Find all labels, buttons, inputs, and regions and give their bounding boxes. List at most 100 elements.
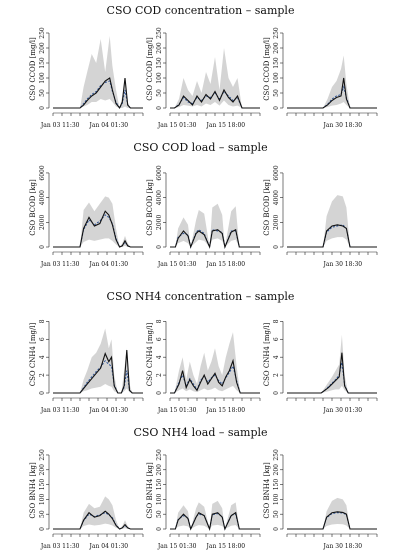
x-tick-label: Jan 30 18:30 xyxy=(323,543,363,550)
observed-series-line xyxy=(53,349,143,394)
x-tick-label: Jan 30 01:30 xyxy=(323,407,363,414)
uncertainty-band xyxy=(287,497,377,529)
y-tick-label: 0 xyxy=(156,527,163,531)
x-tick-label: Jan 15 18:00 xyxy=(206,261,246,268)
y-tick-label: 150 xyxy=(39,479,46,491)
y-tick-label: 250 xyxy=(273,449,280,461)
observed-series-line xyxy=(170,88,260,109)
chart-title: CSO COD load – sample xyxy=(133,141,267,154)
uncertainty-band xyxy=(287,55,377,108)
y-axis-label: CSO CNH4 [mg/l] xyxy=(146,322,154,386)
y-axis-label: CSO CNH4 [mg/l] xyxy=(263,322,271,386)
observed-series-line xyxy=(170,358,260,394)
uncertainty-band xyxy=(53,328,143,393)
y-axis-label: CSO BCOD [kg] xyxy=(146,179,154,236)
y-tick-label: 100 xyxy=(39,72,46,84)
y-tick-label: 6 xyxy=(39,337,46,341)
y-tick-label: 2000 xyxy=(273,215,280,230)
y-tick-label: 0 xyxy=(273,527,280,531)
y-tick-label: 200 xyxy=(273,464,280,476)
y-tick-label: 150 xyxy=(39,57,46,69)
y-tick-label: 100 xyxy=(39,493,46,505)
observed-series-line xyxy=(287,77,377,109)
y-tick-label: 200 xyxy=(39,42,46,54)
chart-title: CSO NH4 concentration – sample xyxy=(107,290,295,303)
x-tick-label: Jan 15 01:30 xyxy=(157,407,197,414)
y-tick-label: 6000 xyxy=(39,165,46,180)
x-tick-label: Jan 15 18:00 xyxy=(206,122,246,129)
x-tick-label: Jan 04 01:30 xyxy=(89,122,129,129)
y-tick-label: 2 xyxy=(273,373,280,377)
simulated-series-line xyxy=(170,229,260,249)
y-axis-label: CSO CNH4 [mg/l] xyxy=(29,322,37,386)
y-tick-label: 4 xyxy=(156,355,163,359)
y-tick-label: 50 xyxy=(273,89,280,97)
x-tick-label: Jan 30 18:30 xyxy=(323,122,363,129)
uncertainty-band xyxy=(287,334,377,393)
y-tick-label: 50 xyxy=(273,510,280,518)
y-tick-label: 0 xyxy=(39,245,46,249)
x-tick-label: Jan 15 01:30 xyxy=(157,122,197,129)
y-tick-label: 200 xyxy=(273,42,280,54)
y-tick-label: 100 xyxy=(273,493,280,505)
y-tick-label: 0 xyxy=(39,106,46,110)
x-tick-label: Jan 04 01:30 xyxy=(89,543,129,550)
y-tick-label: 6000 xyxy=(273,165,280,180)
y-tick-label: 100 xyxy=(156,72,163,84)
y-axis-label: CSO BNH4 [kg] xyxy=(146,462,154,519)
y-tick-label: 200 xyxy=(156,464,163,476)
observed-series-line xyxy=(287,511,377,530)
y-tick-label: 2 xyxy=(39,373,46,377)
x-tick-label: Jan 03 11:30 xyxy=(40,122,80,129)
simulated-series-line xyxy=(287,362,377,394)
y-tick-label: 250 xyxy=(273,27,280,39)
y-tick-label: 50 xyxy=(156,510,163,518)
y-tick-label: 0 xyxy=(273,245,280,249)
y-tick-label: 8 xyxy=(273,319,280,323)
uncertainty-band xyxy=(53,196,143,247)
observed-series-line xyxy=(53,77,143,110)
y-tick-label: 8 xyxy=(156,319,163,323)
x-tick-label: Jan 03 11:30 xyxy=(40,407,80,414)
y-tick-label: 250 xyxy=(39,449,46,461)
observed-series-line xyxy=(53,210,143,248)
y-axis-label: CSO BCOD [kg] xyxy=(29,179,37,236)
x-tick-label: Jan 15 18:00 xyxy=(206,543,246,550)
x-tick-label: Jan 04 01:30 xyxy=(89,407,129,414)
y-tick-label: 0 xyxy=(39,527,46,531)
y-axis-label: CSO BCOD [kg] xyxy=(263,179,271,236)
y-tick-label: 50 xyxy=(39,510,46,518)
y-tick-label: 0 xyxy=(273,391,280,395)
x-tick-label: Jan 03 11:30 xyxy=(40,261,80,268)
y-tick-label: 100 xyxy=(273,72,280,84)
y-tick-label: 0 xyxy=(156,391,163,395)
y-tick-label: 50 xyxy=(156,89,163,97)
observed-series-line xyxy=(170,228,260,249)
chart-row-0: CSO COD concentration – sample 0 50 100 150 2… xyxy=(29,4,378,129)
x-tick-label: Jan 03 11:30 xyxy=(40,543,80,550)
y-tick-label: 0 xyxy=(39,391,46,395)
y-tick-label: 50 xyxy=(39,89,46,97)
y-tick-label: 150 xyxy=(156,57,163,69)
y-tick-label: 250 xyxy=(156,27,163,39)
y-axis-label: CSO CCOD [mg/l] xyxy=(29,37,37,101)
x-tick-label: Jan 30 18:30 xyxy=(323,261,363,268)
observed-series-line xyxy=(287,224,377,248)
y-tick-label: 150 xyxy=(156,479,163,491)
chart-title: CSO COD concentration – sample xyxy=(107,4,295,17)
y-tick-label: 2000 xyxy=(156,215,163,230)
chart-title: CSO NH4 load – sample xyxy=(133,426,267,439)
y-tick-label: 150 xyxy=(273,479,280,491)
x-tick-label: Jan 15 18:00 xyxy=(206,407,246,414)
y-tick-label: 6 xyxy=(273,337,280,341)
